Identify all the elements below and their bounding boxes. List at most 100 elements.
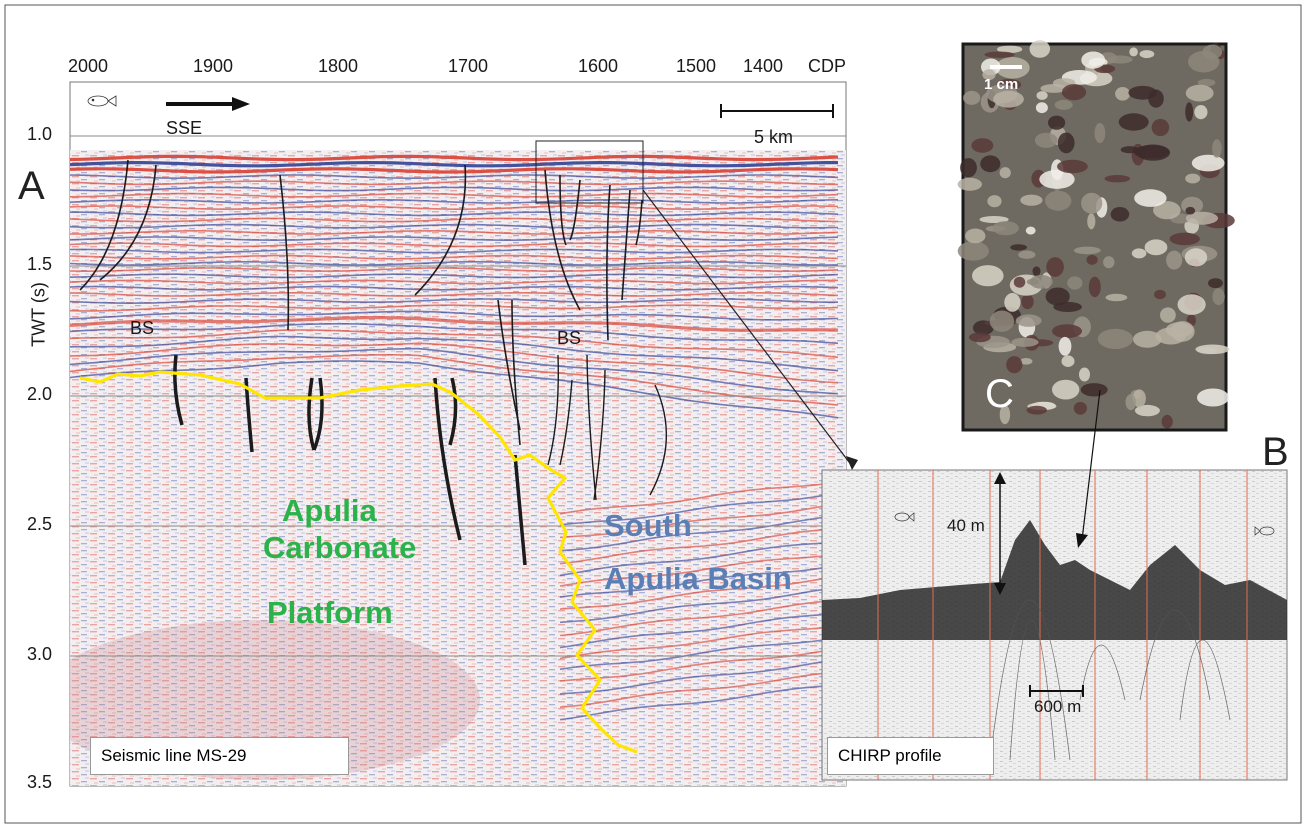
coral-fragment	[1155, 327, 1186, 345]
coral-fragment	[1185, 84, 1214, 102]
seismic-reflector	[70, 347, 839, 395]
coral-fragment	[1128, 85, 1157, 100]
seismic-reflector	[70, 279, 838, 285]
coral-fragment	[1197, 78, 1216, 87]
seismic-caption: Seismic line MS-29	[90, 737, 349, 775]
seismic-reflector	[70, 273, 839, 279]
photo-arrow	[1081, 389, 1101, 541]
seismic-reflector	[559, 575, 837, 610]
coral-fragment	[979, 216, 1009, 223]
coral-fragment	[1097, 328, 1133, 349]
twt-tick-3-5: 3.5	[27, 772, 53, 792]
panel-letter-a: A	[18, 164, 45, 208]
coral-fragment	[957, 177, 982, 191]
seismic-reflector	[559, 613, 837, 649]
coral-fragment	[1036, 91, 1048, 100]
cdp-tick-2000: 2000	[68, 56, 109, 76]
twt-gridlines	[70, 135, 846, 657]
coral-fragment	[1094, 123, 1106, 143]
coral-fragment	[1107, 55, 1133, 64]
coral-fragment	[1139, 50, 1155, 59]
coral-fragment	[1061, 84, 1087, 101]
coral-fragment	[1104, 175, 1131, 183]
coral-fragment	[1052, 324, 1082, 339]
coral-fragment	[1067, 276, 1083, 290]
coral-fragment	[992, 221, 1019, 236]
coral-fragment	[1006, 356, 1023, 374]
twt-axis-label: TWT (s)	[28, 282, 49, 347]
coral-fragment	[1052, 379, 1080, 400]
coral-fragment	[1133, 330, 1162, 348]
coral-fragment	[1073, 246, 1101, 255]
coral-fragment	[1191, 154, 1225, 172]
coral-fragment	[993, 90, 1024, 108]
seismic-reflector	[70, 342, 839, 384]
coral-fragment	[1029, 275, 1053, 289]
coral-fragment	[1151, 118, 1170, 137]
coral-fragment	[1185, 173, 1201, 184]
coral-fragment	[1134, 189, 1167, 207]
seismic-reflector	[70, 329, 839, 359]
platform-label-line2: Carbonate	[263, 530, 417, 565]
seismic-reflector	[70, 285, 839, 291]
platform-label-line1: Apulia	[282, 493, 377, 528]
coral-fragment	[1040, 84, 1068, 93]
chirp-vertical-lines	[877, 470, 1248, 780]
coral-fragment	[1081, 192, 1103, 214]
cdp-tick-1800: 1800	[318, 56, 359, 76]
coral-fragment	[1105, 293, 1128, 302]
coral-fragment	[1195, 344, 1230, 355]
coral-fragment	[1061, 355, 1075, 368]
twt-tick-1-0: 1.0	[27, 124, 53, 144]
coral-fragment	[1021, 294, 1034, 310]
scale-5km-label: 5 km	[754, 127, 794, 147]
cdp-unit: CDP	[808, 56, 847, 76]
coral-fragment	[996, 45, 1023, 53]
coral-fragment	[989, 310, 1015, 332]
coral-fragment	[1134, 404, 1160, 417]
coral-fragment	[968, 332, 991, 343]
seismic-reflector	[70, 260, 839, 266]
seismic-reflector	[70, 217, 839, 223]
seismic-reflector	[559, 528, 837, 565]
cdp-tick-1900: 1900	[193, 56, 234, 76]
chirp-fish-icon-left	[894, 512, 915, 522]
direction-label: SSE	[166, 118, 203, 138]
seismic-reflector	[70, 211, 839, 217]
chirp-fish-icon-right	[1254, 526, 1275, 536]
seismic-reflector	[70, 310, 839, 321]
coral-fragment	[984, 51, 1015, 58]
coral-fragment	[1034, 132, 1058, 148]
coral-fragment	[1194, 105, 1208, 120]
coral-fragment	[1026, 405, 1048, 415]
coral-fragment	[1080, 383, 1108, 397]
coral-fragment	[1010, 244, 1027, 251]
coral-rubble	[957, 40, 1235, 429]
coral-fragment	[1103, 256, 1115, 269]
coral-fragment	[1025, 226, 1036, 235]
coral-fragment	[1185, 102, 1194, 122]
coral-fragment	[971, 138, 994, 153]
seismic-reflector	[70, 229, 839, 235]
coral-fragment	[1045, 287, 1070, 306]
coral-fragment	[1015, 314, 1042, 327]
seismic-reflectors	[70, 154, 839, 721]
seismic-reflector	[70, 304, 839, 312]
twt-tick-2-0: 2.0	[27, 384, 53, 404]
coral-fragment	[1011, 337, 1039, 347]
seismic-reflector	[559, 541, 837, 577]
seismic-reflector	[70, 298, 838, 305]
seismic-reflector	[559, 564, 837, 598]
coral-fragment	[999, 167, 1011, 179]
coral-fragment	[1185, 206, 1196, 215]
seismic-reflector	[559, 659, 837, 695]
coral-fragment	[1054, 99, 1073, 110]
coral-fragment	[965, 228, 986, 244]
coral-fragment	[1212, 288, 1225, 306]
fish-icon	[87, 95, 117, 107]
coral-fragment	[957, 241, 989, 261]
cdp-tick-1500: 1500	[676, 56, 717, 76]
coral-fragment	[982, 69, 996, 81]
seismic-reflector	[559, 684, 837, 721]
scale-40m-label: 40 m	[947, 516, 985, 535]
